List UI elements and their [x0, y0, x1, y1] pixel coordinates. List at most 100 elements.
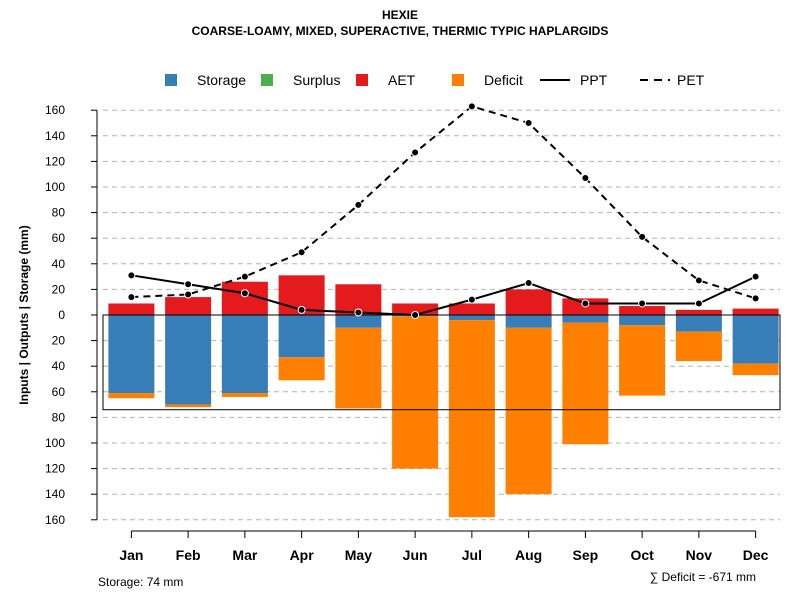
x-tick-label: Aug [515, 547, 542, 563]
x-tick-label: Jun [403, 547, 428, 563]
y-tick-label: 60 [52, 385, 66, 399]
pet-point [184, 290, 193, 299]
aet-bar [505, 289, 552, 315]
x-tick-label: Mar [232, 547, 257, 563]
aet-bar [392, 303, 439, 315]
storage-bar [732, 315, 779, 364]
deficit-bar [448, 320, 495, 518]
deficit-bar [619, 325, 666, 396]
legend-label: Deficit [484, 72, 523, 88]
y-tick-label: 0 [58, 308, 65, 322]
aet-bar [108, 303, 155, 315]
storage-footnote: Storage: 74 mm [98, 575, 184, 589]
pet-point [524, 119, 533, 127]
pet-point [751, 294, 760, 303]
x-tick-label: Sep [573, 547, 599, 563]
deficit-bar [335, 327, 382, 409]
legend-swatch [165, 74, 177, 86]
ppt-point [638, 299, 647, 308]
storage-bar [675, 315, 722, 332]
ppt-point [240, 289, 249, 298]
y-tick-label: 140 [45, 487, 65, 501]
deficit-bar [392, 316, 439, 469]
legend-label: PET [677, 72, 705, 88]
deficit-footnote: ∑ Deficit = -671 mm [649, 570, 756, 584]
pet-point [127, 293, 136, 302]
y-tick-label: 160 [45, 103, 65, 117]
aet-bar [165, 297, 212, 315]
x-tick-label: May [345, 547, 372, 563]
legend-label: AET [388, 72, 416, 88]
legend-label: Surplus [293, 72, 340, 88]
aet-bar [619, 306, 666, 315]
y-tick-label: 120 [45, 154, 65, 168]
legend-swatch [356, 74, 368, 86]
storage-bar [278, 315, 325, 358]
ppt-point [127, 271, 136, 280]
x-tick-label: Oct [630, 547, 654, 563]
legend-swatch [452, 74, 464, 86]
pet-point [297, 248, 306, 257]
legend-label: Storage [197, 72, 246, 88]
storage-bar [562, 315, 609, 323]
pet-point [354, 200, 363, 209]
ppt-point [184, 280, 193, 289]
y-tick-label: 120 [45, 462, 65, 476]
legend-swatch [261, 74, 273, 86]
x-tick-label: Apr [290, 547, 315, 563]
chart-title: HEXIE [381, 8, 418, 22]
deficit-bar [562, 322, 609, 445]
legend-label: PPT [580, 72, 608, 88]
y-tick-label: 60 [52, 231, 66, 245]
y-tick-label: 140 [45, 129, 65, 143]
deficit-bar [278, 357, 325, 381]
y-tick-label: 80 [52, 206, 66, 220]
ppt-point [354, 308, 363, 317]
y-tick-label: 80 [52, 410, 66, 424]
storage-bar [505, 315, 552, 328]
ppt-point [467, 295, 476, 304]
deficit-bar [675, 331, 722, 362]
y-tick-label: 100 [45, 436, 65, 450]
deficit-bar [221, 393, 268, 397]
x-tick-label: Feb [176, 547, 201, 563]
pet-point [240, 272, 249, 281]
y-tick-label: 100 [45, 180, 65, 194]
pet-point [638, 232, 647, 241]
x-tick-label: Jul [462, 547, 482, 563]
ppt-point [694, 299, 703, 308]
storage-bar [108, 315, 155, 394]
deficit-bar [108, 393, 155, 399]
storage-bar [165, 315, 212, 405]
storage-bar [448, 315, 495, 321]
ppt-point [524, 279, 533, 287]
ppt-point [411, 311, 420, 319]
ppt-point [751, 272, 760, 281]
y-tick-label: 20 [52, 282, 66, 296]
storage-bar [619, 315, 666, 326]
x-tick-label: Dec [743, 547, 769, 563]
deficit-bar [732, 363, 779, 376]
y-axis-title: Inputs | Outputs | Storage (mm) [17, 225, 31, 404]
pet-point [411, 148, 420, 157]
pet-point [694, 276, 703, 285]
aet-bar [448, 303, 495, 315]
chart-subtitle: COARSE-LOAMY, MIXED, SUPERACTIVE, THERMI… [191, 24, 609, 38]
pet-line [131, 105, 756, 300]
storage-bar [335, 315, 382, 328]
x-tick-label: Nov [686, 547, 713, 563]
y-tick-label: 40 [52, 359, 66, 373]
deficit-bar [165, 404, 212, 408]
ppt-line [131, 274, 757, 317]
aet-bar [732, 308, 779, 315]
storage-bar [221, 315, 268, 394]
deficit-bar [505, 327, 552, 495]
pet-point [467, 102, 476, 111]
y-tick-label: 40 [52, 257, 66, 271]
ppt-point [297, 305, 306, 314]
ppt-point [581, 299, 590, 308]
x-tick-label: Jan [119, 547, 143, 563]
pet-point [581, 174, 590, 183]
y-tick-label: 20 [52, 334, 66, 348]
